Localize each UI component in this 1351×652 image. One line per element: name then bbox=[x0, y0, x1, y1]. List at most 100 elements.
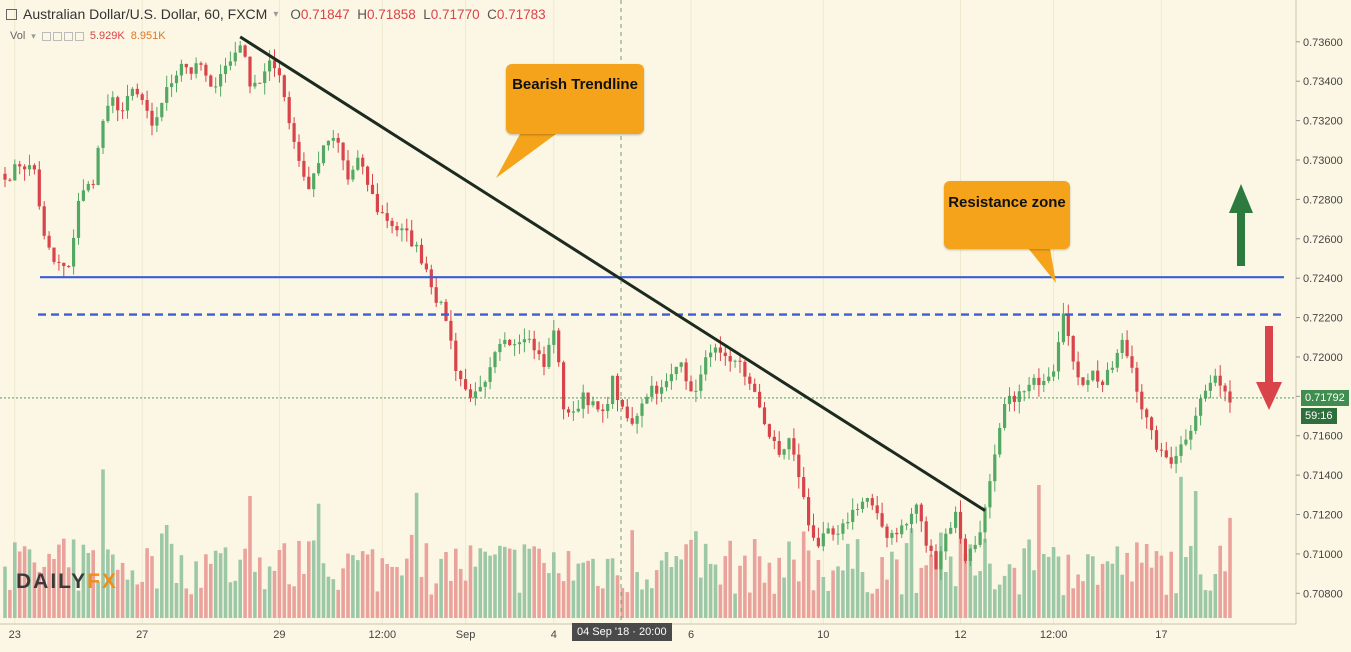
volume-bar bbox=[561, 581, 566, 618]
low-value: 0.71770 bbox=[430, 6, 480, 22]
settings-icon[interactable] bbox=[52, 31, 62, 41]
volume-bar bbox=[552, 552, 556, 618]
candle-body bbox=[1056, 342, 1061, 372]
volume-bar bbox=[797, 581, 801, 618]
volume-bar bbox=[899, 594, 904, 618]
volume-bar bbox=[125, 579, 130, 618]
candle-body bbox=[562, 362, 566, 410]
candle-body bbox=[1047, 376, 1051, 381]
candle-body bbox=[179, 63, 183, 76]
candle-body bbox=[978, 532, 982, 545]
candle-body bbox=[219, 74, 223, 87]
volume-bar bbox=[850, 568, 855, 618]
volume-bar bbox=[821, 577, 826, 618]
candle-body bbox=[57, 261, 61, 263]
volume-bar bbox=[13, 542, 17, 618]
candle-body bbox=[625, 406, 629, 419]
candle-body bbox=[1027, 384, 1031, 392]
volume-bar bbox=[262, 589, 267, 618]
volume-bar bbox=[576, 563, 581, 618]
candle-body bbox=[415, 244, 419, 247]
ohlc-readout: O0.71847 H0.71858 L0.71770 C0.71783 bbox=[290, 6, 546, 22]
volume-bar bbox=[757, 556, 762, 618]
candle-body bbox=[498, 344, 502, 353]
volume-bar bbox=[605, 558, 610, 618]
candle-body bbox=[86, 183, 90, 191]
volume-bar bbox=[365, 554, 370, 618]
candle-body bbox=[1154, 430, 1159, 450]
price-tick-label: 0.73400 bbox=[1303, 76, 1343, 88]
volume-bar bbox=[880, 557, 884, 618]
close-icon[interactable] bbox=[63, 31, 73, 41]
indicator-controls[interactable] bbox=[41, 31, 84, 41]
volume-bar bbox=[1032, 570, 1036, 618]
eye-icon[interactable] bbox=[41, 31, 51, 41]
volume-bar bbox=[1135, 542, 1139, 618]
volume-bar bbox=[1159, 555, 1164, 618]
candle-body bbox=[870, 498, 874, 506]
volume-bar bbox=[1100, 563, 1105, 618]
high-value: 0.71858 bbox=[366, 6, 416, 22]
volume-bar bbox=[601, 588, 605, 618]
candle-body bbox=[547, 344, 551, 367]
candle-body bbox=[998, 427, 1002, 455]
candle-body bbox=[62, 262, 66, 267]
candle-body bbox=[454, 340, 458, 372]
volume-bar bbox=[258, 557, 262, 618]
volume-bar bbox=[782, 577, 786, 618]
bearish-trendline[interactable] bbox=[239, 35, 986, 512]
volume-bar bbox=[1115, 546, 1120, 618]
volume-bar bbox=[498, 545, 502, 618]
candle-body bbox=[238, 45, 242, 53]
volume-bar bbox=[1110, 563, 1115, 618]
more-icon[interactable] bbox=[74, 31, 84, 41]
candle-body bbox=[880, 513, 884, 527]
volume-bar bbox=[855, 539, 860, 618]
candle-body bbox=[1012, 395, 1016, 402]
candle-body bbox=[924, 521, 928, 546]
volume-label[interactable]: Vol bbox=[10, 30, 26, 42]
candle-body bbox=[1169, 457, 1173, 464]
volume-legend: Vol ▾ 5.929K 8.951K bbox=[10, 30, 166, 42]
volume-bar bbox=[1189, 545, 1193, 618]
volume-bar bbox=[47, 553, 51, 618]
chevron-down-icon[interactable]: ▾ bbox=[273, 8, 279, 20]
candle-body bbox=[782, 449, 786, 455]
candle-body bbox=[522, 339, 526, 343]
candle-body bbox=[831, 528, 835, 535]
price-axis[interactable] bbox=[1296, 0, 1351, 652]
candle-body bbox=[1091, 370, 1095, 381]
volume-bar bbox=[787, 541, 791, 618]
candle-body bbox=[615, 375, 620, 401]
chevron-down-icon[interactable]: ▾ bbox=[31, 30, 36, 41]
volume-bar bbox=[522, 544, 527, 618]
candle-body bbox=[674, 366, 678, 375]
volume-bar bbox=[106, 549, 110, 618]
volume-bar bbox=[76, 590, 81, 618]
volume-bar bbox=[169, 543, 174, 618]
volume-value-2: 8.951K bbox=[130, 30, 166, 42]
candle-body bbox=[140, 94, 144, 100]
candle-body bbox=[1115, 352, 1119, 368]
volume-bar bbox=[115, 569, 120, 618]
candle-body bbox=[1135, 367, 1139, 392]
candle-body bbox=[361, 157, 365, 167]
candle-body bbox=[934, 550, 938, 570]
volume-bar bbox=[503, 546, 507, 618]
volume-bar bbox=[140, 581, 144, 618]
volume-bar bbox=[762, 582, 767, 618]
volume-bar bbox=[571, 580, 576, 618]
candle-body bbox=[493, 352, 497, 368]
volume-bar bbox=[336, 589, 340, 618]
volume-bar bbox=[556, 573, 561, 618]
candle-body bbox=[228, 61, 232, 66]
volume-bar bbox=[743, 555, 747, 618]
volume-bar bbox=[297, 540, 301, 618]
candle-body bbox=[949, 527, 953, 534]
volume-bar bbox=[346, 553, 350, 618]
collapse-icon[interactable] bbox=[6, 8, 17, 20]
symbol-title[interactable]: Australian Dollar/U.S. Dollar, 60, FXCM bbox=[23, 6, 268, 22]
volume-bar bbox=[752, 539, 757, 618]
